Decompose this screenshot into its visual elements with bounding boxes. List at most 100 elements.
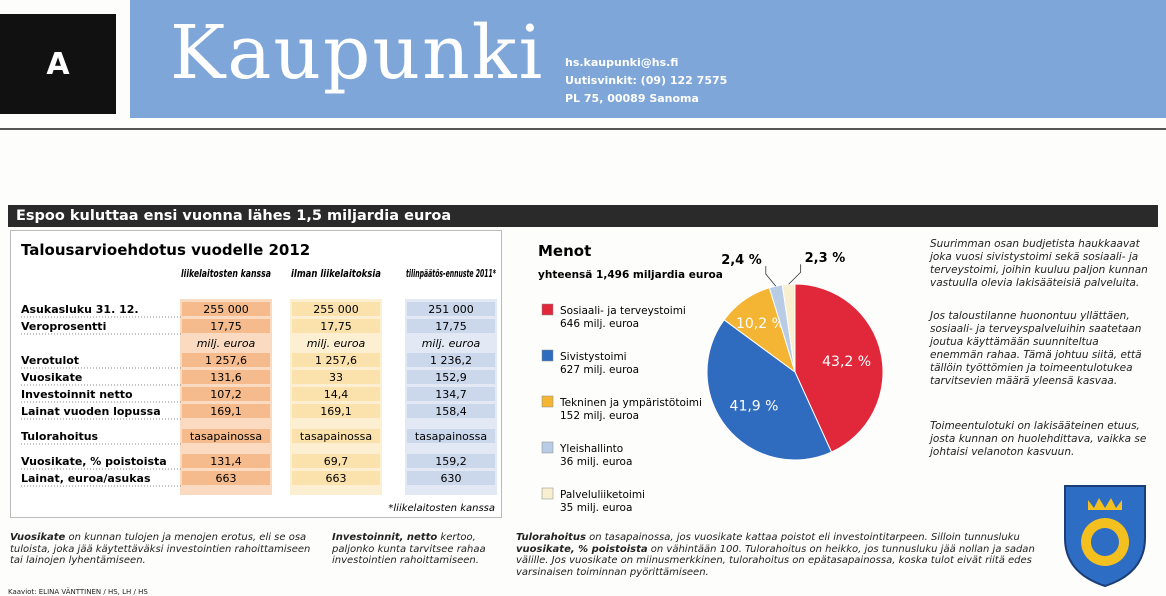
cell-bg	[292, 387, 380, 401]
cell: milj. euroa	[422, 337, 481, 350]
legend-swatch	[541, 349, 554, 362]
cell-bg	[407, 353, 495, 367]
cell: 663	[326, 472, 347, 485]
chart-subtitle: yhteensä 1,496 miljardia euroa	[538, 269, 723, 281]
side-text: Jos taloustilanne huonontuu yllättäen, s…	[930, 310, 1142, 387]
row-label: Asukasluku 31. 12.	[21, 303, 139, 316]
note: Tulorahoitus on tasapainossa, jos vuosik…	[516, 532, 1035, 578]
legend-label: Sosiaali- ja terveystoimi	[560, 305, 686, 317]
cell-bg	[292, 404, 380, 418]
cell: 152,9	[435, 371, 467, 384]
cell-bg	[407, 370, 495, 384]
cell: 131,4	[210, 455, 242, 468]
legend-label: Yleishallinto	[559, 443, 623, 455]
table-panel: Talousarvioehdotus vuodelle 2012 liikelai…	[10, 230, 502, 518]
side-text: Suurimman osan budjetista haukkaavat jok…	[930, 238, 1148, 289]
header-band	[130, 0, 1166, 118]
cell: 169,1	[210, 405, 242, 418]
cell-bg	[407, 454, 495, 468]
cell-bg	[292, 429, 380, 443]
section-title: Kaupunki	[170, 10, 545, 96]
cell: 14,4	[324, 388, 349, 401]
credits: Kaaviot: ELINA VÄNTTINEN / HS, LH / HS	[8, 588, 148, 596]
cell: 158,4	[435, 405, 467, 418]
cell: milj. euroa	[307, 337, 366, 350]
leader-line	[765, 266, 777, 287]
cell-bg	[292, 471, 380, 485]
legend-swatch	[541, 395, 554, 408]
cell-bg	[407, 429, 495, 443]
cell-bg	[292, 353, 380, 367]
table-title: Talousarvioehdotus vuodelle 2012	[21, 241, 310, 259]
cell: 33	[329, 371, 343, 384]
row-label: Lainat vuoden lopussa	[21, 405, 161, 418]
table: Talousarvioehdotus vuodelle 2012 liikelai…	[21, 241, 497, 514]
cell: 251 000	[428, 303, 474, 316]
cell: 17,75	[210, 320, 242, 333]
row-label: Vuosikate	[21, 371, 82, 384]
cell-bg	[407, 404, 495, 418]
cell-bg	[407, 319, 495, 333]
cell: tasapainossa	[190, 430, 262, 443]
cell: 663	[216, 472, 237, 485]
value-label: 2,4 %	[721, 253, 762, 268]
contact: Uutisvinkit: (09) 122 7575	[565, 74, 728, 87]
chart-title: Menot	[538, 242, 591, 260]
value-label: 2,3 %	[805, 251, 846, 266]
row-label: Veroprosentti	[21, 320, 106, 333]
cell-bg	[182, 370, 270, 384]
cell: 1 257,6	[315, 354, 357, 367]
cell-bg	[407, 471, 495, 485]
legend-amount: 646 milj. euroa	[560, 318, 639, 330]
cell-bg	[182, 387, 270, 401]
note: Investoinnit, netto kertoo, paljonko kun…	[332, 532, 486, 566]
cell: 17,75	[435, 320, 467, 333]
cell-bg	[182, 319, 270, 333]
cell: tasapainossa	[415, 430, 487, 443]
cell: 69,7	[324, 455, 349, 468]
row-label: Tulorahoitus	[21, 430, 99, 443]
rule	[0, 128, 1166, 130]
contact: hs.kaupunki@hs.fi	[565, 56, 679, 69]
cell: 1 257,6	[205, 354, 247, 367]
column-header: tilinpäätös-ennuste 2011*	[406, 268, 496, 280]
legend-swatch	[541, 303, 554, 316]
legend-amount: 35 milj. euroa	[560, 502, 632, 514]
cell-bg	[182, 404, 270, 418]
pie-slice	[781, 283, 796, 373]
cell: 630	[441, 472, 462, 485]
cell-bg	[292, 319, 380, 333]
cell-bg	[182, 429, 270, 443]
cell-bg	[292, 302, 380, 316]
cell-bg	[292, 454, 380, 468]
side-text: Toimeentulotuki on lakisääteinen etuus, …	[930, 420, 1147, 458]
row-label: Vuosikate, % poistoista	[21, 455, 167, 468]
cell: 134,7	[435, 388, 467, 401]
row-label: Verotulot	[21, 354, 79, 367]
cell-bg	[292, 370, 380, 384]
cell-bg	[407, 387, 495, 401]
cell: tasapainossa	[300, 430, 372, 443]
section-letter: A	[0, 14, 116, 114]
legend-label: Sivistystoimi	[560, 351, 627, 363]
pie-chart: Menot yhteensä 1,496 miljardia euroa 43,2 …	[538, 242, 884, 514]
cell-bg	[182, 302, 270, 316]
cell: 159,2	[435, 455, 467, 468]
cell-bg	[182, 353, 270, 367]
contact: PL 75, 00089 Sanoma	[565, 92, 699, 105]
table-footnote: *liikelaitosten kanssa	[388, 503, 495, 514]
coat-of-arms	[1064, 485, 1146, 588]
cell: 131,6	[210, 371, 242, 384]
cell: 169,1	[320, 405, 352, 418]
legend-swatch	[541, 487, 554, 500]
cell-bg	[407, 302, 495, 316]
cell: 107,2	[210, 388, 242, 401]
cell-bg	[182, 454, 270, 468]
pie-slice	[794, 283, 884, 453]
cell: 255 000	[313, 303, 359, 316]
column-header: liikelaitosten kanssa	[181, 268, 271, 280]
legend-amount: 152 milj. euroa	[560, 410, 639, 422]
cell: 17,75	[320, 320, 352, 333]
legend-swatch	[541, 441, 554, 454]
cell: 1 236,2	[430, 354, 472, 367]
